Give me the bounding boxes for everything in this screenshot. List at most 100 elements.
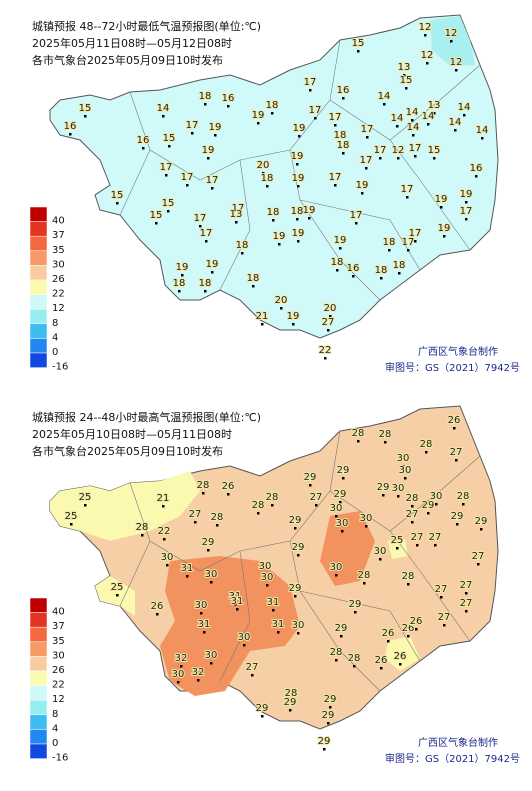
station-value: 25 <box>391 535 404 546</box>
station-dot <box>216 524 219 527</box>
station-value: 17 <box>350 210 363 221</box>
station-value: 18 <box>199 91 212 102</box>
station-dot <box>379 157 382 160</box>
station-dot <box>168 145 171 148</box>
station-dot <box>257 122 260 125</box>
station-value: 22 <box>158 526 171 537</box>
station-value: 19 <box>176 262 189 273</box>
station-dot <box>424 34 427 37</box>
station-value: 27 <box>246 662 259 673</box>
station-dot <box>453 427 456 430</box>
station-value: 26 <box>410 616 423 627</box>
station-value: 17 <box>329 112 342 123</box>
station-dot <box>252 285 255 288</box>
legend-swatch <box>29 323 48 339</box>
station-value: 20 <box>257 160 270 171</box>
station-value: 28 <box>352 428 365 439</box>
station-value: 30 <box>205 650 218 661</box>
station-dot <box>298 135 301 138</box>
station-dot <box>262 172 265 175</box>
station-dot <box>261 323 264 326</box>
station-value: 30 <box>259 561 272 572</box>
station-dot <box>200 612 203 615</box>
station-dot <box>271 504 274 507</box>
station-dot <box>480 528 483 531</box>
station-dot <box>341 530 344 533</box>
station-dot <box>266 185 269 188</box>
legend-label: 4 <box>52 723 58 734</box>
station-value: 31 <box>267 597 280 608</box>
station-value: 16 <box>64 121 77 132</box>
station-value: 27 <box>472 551 485 562</box>
station-value: 30 <box>172 669 185 680</box>
station-value: 17 <box>361 124 374 135</box>
station-value: 25 <box>79 492 92 503</box>
station-dot <box>142 147 145 150</box>
station-value: 18 <box>247 273 260 284</box>
mild-area <box>385 636 420 671</box>
station-dot <box>177 681 180 684</box>
station-value: 18 <box>173 278 186 289</box>
city-borders <box>119 39 481 301</box>
station-dot <box>415 628 418 631</box>
station-dot <box>280 307 283 310</box>
station-value: 30 <box>238 632 251 643</box>
station-value: 17 <box>360 155 373 166</box>
station-dot <box>323 748 326 751</box>
station-dot <box>398 272 401 275</box>
station-value: 30 <box>161 552 174 563</box>
station-value: 13 <box>428 100 441 111</box>
station-dot <box>406 196 409 199</box>
station-value: 15 <box>162 198 175 209</box>
station-value: 30 <box>330 503 343 514</box>
period: 2025年05月10日08时—05月11日08时 <box>32 427 232 441</box>
station-value: 16 <box>347 263 360 274</box>
legend-swatch <box>29 294 48 310</box>
station-dot <box>435 503 438 506</box>
station-value: 17 <box>309 105 322 116</box>
station-dot <box>443 624 446 627</box>
legend-swatch <box>29 685 48 701</box>
station-value: 19 <box>293 123 306 134</box>
station-dot <box>481 137 484 140</box>
station-value: 30 <box>392 483 405 494</box>
station-dot <box>116 594 119 597</box>
station-value: 19 <box>206 259 219 270</box>
station-dot <box>335 574 338 577</box>
station-dot <box>163 538 166 541</box>
station-dot <box>165 174 168 177</box>
station-dot <box>403 74 406 77</box>
station-dot <box>214 134 217 137</box>
station-dot <box>433 112 436 115</box>
legend-swatch <box>29 352 48 368</box>
station-value: 30 <box>374 546 387 557</box>
station-dot <box>336 269 339 272</box>
station-dot <box>309 484 312 487</box>
station-value: 29 <box>202 537 215 548</box>
station-dot <box>387 640 390 643</box>
station-dot <box>211 271 214 274</box>
station-dot <box>203 631 206 634</box>
station-dot <box>186 575 189 578</box>
station-dot <box>167 210 170 213</box>
legend-swatch <box>29 338 48 354</box>
station-value: 18 <box>337 140 350 151</box>
station-value: 14 <box>407 122 420 133</box>
station-value: 29 <box>334 489 347 500</box>
approval: 审图号：GS（2021）7942号 <box>385 361 520 374</box>
station-value: 12 <box>450 57 463 68</box>
maker: 广西区气象台制作 <box>418 736 498 749</box>
station-value: 17 <box>194 213 207 224</box>
station-value: 15 <box>428 145 441 156</box>
legend-swatch <box>29 714 48 730</box>
station-dot <box>382 494 385 497</box>
station-dot <box>266 584 269 587</box>
legend-swatch <box>29 670 48 686</box>
station-dot <box>427 123 430 126</box>
station-dot <box>465 218 468 221</box>
station-dot <box>141 534 144 537</box>
station-value: 32 <box>192 667 205 678</box>
station-dot <box>379 558 382 561</box>
station-value: 14 <box>476 125 489 136</box>
